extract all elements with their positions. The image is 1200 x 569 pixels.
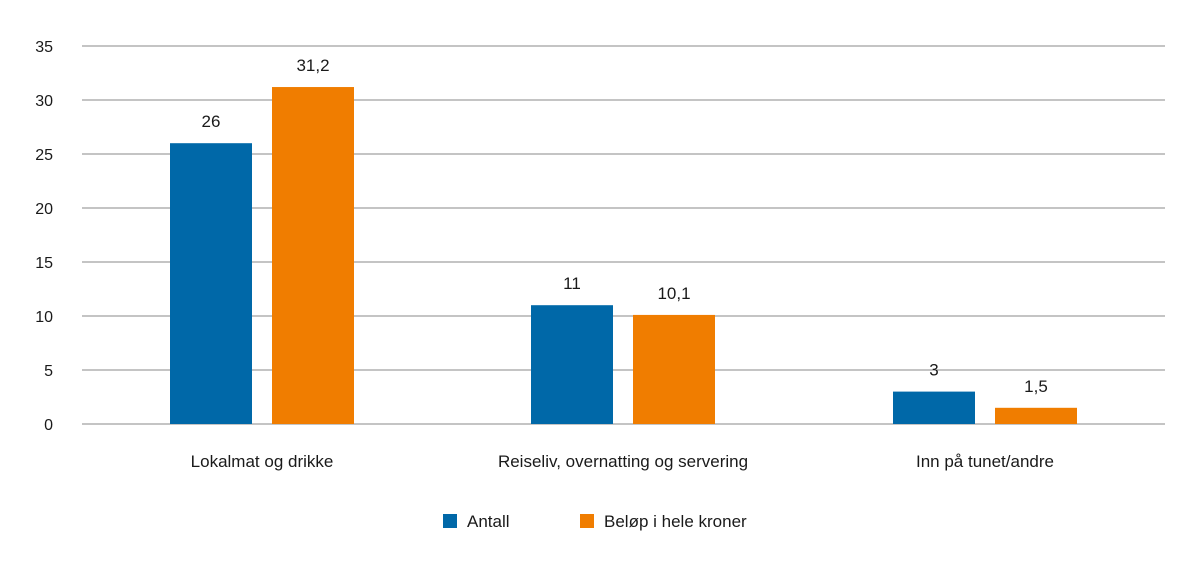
- y-tick-label: 15: [35, 255, 53, 272]
- legend: Antall Beløp i hele kroner: [443, 512, 747, 531]
- bar: [995, 407, 1077, 424]
- legend-swatch: [580, 514, 594, 528]
- legend-label: Beløp i hele kroner: [604, 512, 747, 531]
- category-label: Reiseliv, overnatting og servering: [498, 452, 748, 471]
- data-labels: 26 11 3 31,2 10,1 1,5: [202, 56, 1048, 396]
- y-tick-label: 30: [35, 93, 53, 110]
- data-label: 3: [929, 361, 938, 380]
- y-tick-label: 10: [35, 309, 53, 326]
- bar: [633, 314, 715, 424]
- bar: [893, 391, 975, 424]
- category-labels: Lokalmat og drikke Reiseliv, overnatting …: [191, 452, 1054, 471]
- y-axis-tick-labels: 0 5 10 15 20 25 30 35: [35, 39, 53, 434]
- y-tick-label: 25: [35, 147, 53, 164]
- gridlines: [82, 45, 1165, 425]
- bar: [170, 143, 252, 424]
- data-label: 11: [563, 274, 581, 293]
- legend-item: Antall: [443, 512, 510, 531]
- category-label: Inn på tunet/andre: [916, 452, 1054, 471]
- data-label: 1,5: [1024, 377, 1048, 396]
- data-label: 10,1: [657, 284, 690, 303]
- y-tick-label: 0: [44, 417, 53, 434]
- y-tick-label: 35: [35, 39, 53, 56]
- legend-label: Antall: [467, 512, 510, 531]
- legend-swatch: [443, 514, 457, 528]
- bars: [170, 87, 1077, 424]
- y-tick-label: 5: [44, 363, 53, 380]
- data-label: 26: [202, 112, 221, 131]
- category-label: Lokalmat og drikke: [191, 452, 334, 471]
- y-tick-label: 20: [35, 201, 53, 218]
- bar: [272, 87, 354, 424]
- legend-item: Beløp i hele kroner: [580, 512, 747, 531]
- bar: [531, 305, 613, 424]
- data-label: 31,2: [296, 56, 329, 75]
